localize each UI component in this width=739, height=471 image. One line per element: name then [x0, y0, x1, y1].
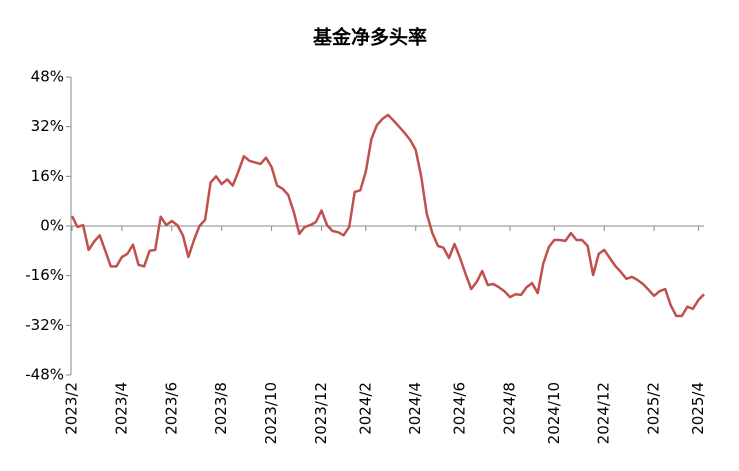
x-tick-label: 2025/4 — [689, 382, 707, 435]
x-tick-label: 2023/12 — [312, 382, 330, 444]
y-tick-label: -48% — [25, 366, 64, 384]
x-tick-label: 2023/8 — [212, 382, 230, 435]
y-tick-label: -16% — [25, 266, 64, 284]
y-tick-label: 16% — [31, 167, 64, 185]
y-tick-label: 0% — [40, 217, 64, 235]
x-tick-label: 2024/12 — [595, 382, 613, 444]
x-tick-label: 2023/2 — [63, 382, 81, 435]
y-tick-label: 32% — [31, 117, 64, 135]
x-tick-label: 2024/8 — [500, 382, 518, 435]
y-tick-label: 48% — [31, 68, 64, 86]
y-tick-label: -32% — [25, 316, 64, 334]
x-tick-label: 2023/4 — [112, 382, 130, 435]
x-tick-label: 2023/10 — [262, 382, 280, 444]
x-tick-label: 2025/2 — [645, 382, 663, 435]
x-tick-label: 2024/2 — [356, 382, 374, 435]
x-tick-label: 2024/4 — [406, 382, 424, 435]
chart-title: 基金净多头率 — [312, 26, 427, 49]
x-tick-label: 2024/10 — [545, 382, 563, 444]
x-tick-label: 2023/6 — [162, 382, 180, 435]
line-series — [70, 113, 705, 318]
x-tick-label: 2024/6 — [451, 382, 469, 435]
